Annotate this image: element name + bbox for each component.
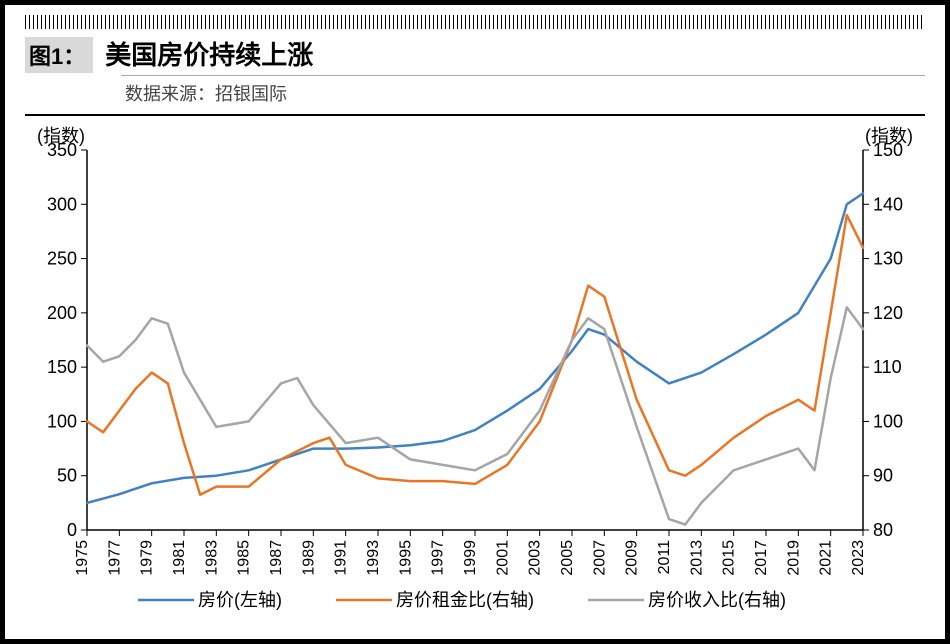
xtick-label: 1989 [300,540,317,576]
xtick-label: 1995 [397,540,414,576]
ytick-left-label: 350 [47,140,77,160]
xtick-label: 2021 [818,540,835,576]
source-label: 数据来源： [125,84,215,104]
ytick-right-label: 100 [873,411,903,431]
ytick-left-label: 150 [47,357,77,377]
xtick-label: 1985 [236,540,253,576]
ytick-left-label: 0 [67,520,77,540]
xtick-label: 2003 [527,540,544,576]
figure-header: 图1： 美国房价持续上涨 [25,35,925,73]
xtick-label: 2009 [624,540,641,576]
xtick-label: 2019 [785,540,802,576]
ytick-left-label: 200 [47,303,77,323]
ytick-right-label: 150 [873,140,903,160]
xtick-label: 1983 [203,540,220,576]
source-value: 招银国际 [215,84,287,104]
xtick-label: 1979 [139,540,156,576]
xtick-label: 2001 [494,540,511,576]
xtick-label: 1977 [106,540,123,576]
xtick-label: 1999 [462,540,479,576]
figure-title: 美国房价持续上涨 [105,35,313,72]
xtick-label: 2017 [753,540,770,576]
xtick-label: 1987 [268,540,285,576]
xtick-label: 1975 [74,540,91,576]
ytick-right-label: 110 [873,357,902,377]
ytick-left-label: 50 [57,466,77,486]
ytick-right-label: 140 [873,194,903,214]
ytick-right-label: 80 [873,520,893,540]
xtick-label: 2013 [688,540,705,576]
xtick-label: 2023 [850,540,867,576]
line-chart: (指数)(指数)05010015020025030035080901001101… [25,120,925,620]
series-line [87,193,863,503]
header-rule [25,114,925,116]
legend-label: 房价租金比(右轴) [396,590,534,610]
ytick-right-label: 130 [873,249,903,269]
xtick-label: 1997 [430,540,447,576]
figure-source: 数据来源：招银国际 [121,75,925,110]
ytick-left-label: 250 [47,249,77,269]
ytick-left-label: 300 [47,194,77,214]
ytick-right-label: 90 [873,466,893,486]
xtick-label: 1991 [333,540,350,576]
legend-label: 房价(左轴) [198,590,282,610]
figure-frame: 图1： 美国房价持续上涨 数据来源：招银国际 (指数)(指数)050100150… [0,0,950,644]
xtick-label: 2011 [656,540,673,575]
ytick-right-label: 120 [873,303,903,323]
xtick-label: 1993 [365,540,382,576]
xtick-label: 2007 [591,540,608,576]
legend-label: 房价收入比(右轴) [648,590,786,610]
chart-container: (指数)(指数)05010015020025030035080901001101… [25,120,925,620]
xtick-label: 2015 [721,540,738,576]
figure-label: 图1： [25,37,93,73]
series-line [87,215,863,495]
xtick-label: 1981 [171,540,188,576]
top-hatch [25,15,925,29]
xtick-label: 2005 [559,540,576,576]
ytick-left-label: 100 [47,411,77,431]
